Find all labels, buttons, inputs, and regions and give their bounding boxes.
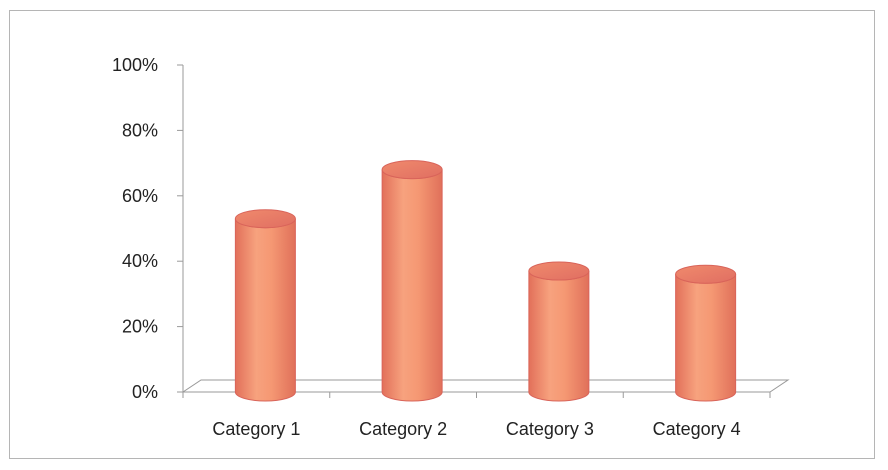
bar	[675, 264, 737, 402]
bar-cap	[675, 264, 737, 284]
bar-body	[528, 270, 590, 402]
bars-layer	[234, 160, 737, 402]
bar-cap	[528, 261, 590, 281]
bar	[381, 160, 443, 402]
labels-layer: 0% 20% 40% 60% 80% 100% Category 1 Category 2 Ca…	[112, 55, 741, 439]
bar-body	[381, 169, 443, 402]
y-tick-label: 20%	[122, 317, 158, 337]
bar	[234, 209, 296, 402]
x-category-label: Category 3	[506, 419, 594, 439]
x-category-label: Category 4	[653, 419, 741, 439]
bar	[528, 261, 590, 402]
x-category-label: Category 2	[359, 419, 447, 439]
bar-body	[675, 274, 737, 402]
axes-layer	[177, 64, 790, 398]
y-tick-label: 100%	[112, 55, 158, 75]
bar-cap	[381, 160, 443, 180]
y-tick-label: 60%	[122, 186, 158, 206]
y-tick-label: 40%	[122, 251, 158, 271]
y-tick-label: 80%	[122, 120, 158, 140]
y-tick-label: 0%	[132, 382, 158, 402]
x-category-label: Category 1	[212, 419, 300, 439]
bar-body	[234, 218, 296, 402]
bar-cap	[234, 209, 296, 229]
